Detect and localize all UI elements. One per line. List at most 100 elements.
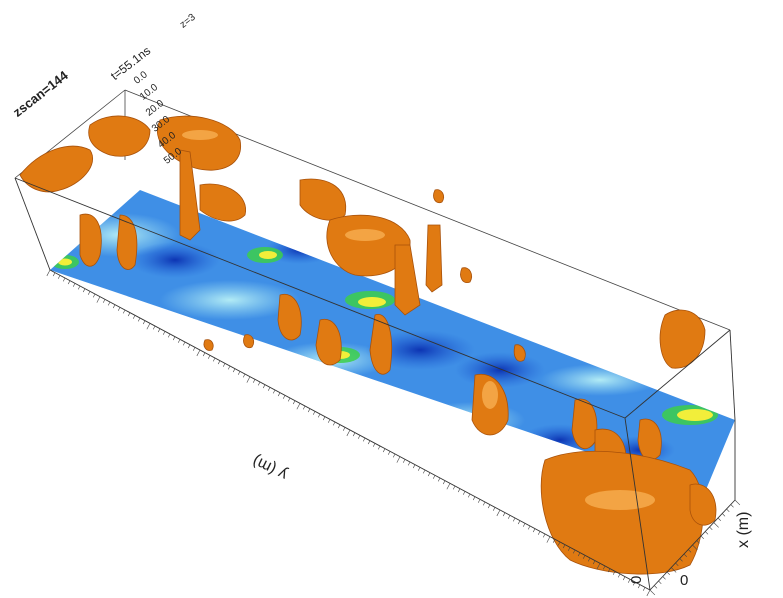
isosurface-blob (157, 115, 241, 171)
y-tick (437, 477, 441, 482)
isosurface-blob (203, 339, 214, 351)
y-tick (112, 304, 116, 309)
y-tick (187, 344, 191, 349)
x-tick (709, 526, 713, 531)
y-tick (387, 451, 391, 455)
y-tick (482, 501, 486, 506)
y-tick (442, 480, 446, 485)
y-tick (302, 405, 306, 410)
x-tick (700, 535, 705, 540)
slice-yellow-patch (358, 297, 386, 307)
y-tick (296, 403, 301, 410)
y-tick (452, 485, 456, 490)
slice-light-patch (160, 280, 300, 320)
y-tick (232, 368, 236, 373)
y-tick (322, 416, 326, 421)
y-tick (182, 341, 186, 346)
isosurface-blob (88, 115, 151, 157)
y-tick (242, 373, 246, 378)
x-zero-label: 0 (680, 572, 689, 589)
y-tick (502, 512, 506, 517)
y-tick (517, 520, 521, 525)
y-tick (346, 429, 351, 437)
y-tick (152, 325, 156, 330)
y-tick (582, 555, 586, 559)
x-tick (662, 576, 666, 580)
slice-yellow-patch (259, 251, 277, 259)
slice-light-patch (415, 402, 525, 438)
x-tick (654, 585, 658, 589)
y-tick (167, 333, 171, 338)
y-axis-ticks (46, 269, 651, 597)
isosurface-blob (179, 149, 201, 241)
y-tick (277, 392, 281, 397)
y-tick (102, 299, 106, 303)
y-tick (157, 328, 161, 333)
y-tick (402, 459, 406, 463)
y-tick (342, 427, 346, 431)
y-tick (422, 469, 426, 474)
y-tick (57, 275, 61, 279)
y-tick (607, 568, 611, 573)
y-tick (492, 507, 496, 511)
y-tick (207, 355, 211, 359)
y-tick (407, 461, 411, 466)
slice-green-patch (454, 449, 486, 461)
isosurface-blob (315, 318, 342, 366)
y-tick (312, 411, 316, 415)
y-tick (477, 499, 481, 503)
y-tick (92, 293, 96, 298)
y-tick (107, 301, 111, 306)
y-tick (196, 349, 201, 357)
x-axis-ticks (649, 499, 741, 596)
y-tick (552, 539, 556, 543)
y-tick (557, 541, 561, 546)
y-tick (646, 589, 651, 597)
y-tick (617, 573, 621, 578)
y-tick (446, 483, 451, 490)
slice-yellow-patch (58, 258, 72, 266)
slice-deep-patch (130, 242, 220, 278)
y-tick (222, 363, 226, 367)
x-axis-label: x (m) (735, 511, 752, 548)
isosurface-blob (19, 145, 93, 193)
y-tick (542, 533, 546, 538)
y-tick (292, 400, 296, 405)
y-tick (332, 421, 336, 426)
y-tick (382, 448, 386, 453)
y-tick (496, 509, 501, 517)
y-zero-label: 0 (628, 575, 645, 584)
y-tick (577, 552, 581, 557)
y-tick (602, 565, 606, 570)
y-tick (587, 557, 591, 562)
isosurface-blob (659, 309, 706, 369)
x-tick (649, 589, 656, 596)
y-tick (87, 291, 91, 295)
x-tick (734, 499, 741, 506)
y-tick (262, 384, 266, 389)
y-tick (562, 544, 566, 549)
y-tick (172, 336, 176, 341)
y-tick (472, 496, 476, 501)
x-tick (692, 544, 698, 551)
isosurface-blob (637, 418, 662, 461)
y-tick (457, 488, 461, 493)
y-tick (362, 437, 366, 442)
y-tick (467, 493, 471, 498)
isosurface-blob (460, 267, 472, 284)
y-tick (427, 472, 431, 477)
y-tick (162, 331, 166, 335)
slice-yellow-patch (677, 409, 713, 421)
y-tick (522, 523, 526, 527)
y-tick (377, 445, 381, 450)
y-tick (287, 397, 291, 402)
x-tick (717, 517, 722, 522)
isosurface-highlight (182, 130, 218, 140)
isosurface-blob (243, 334, 254, 349)
y-tick (592, 560, 596, 565)
isosurface-blob (513, 344, 526, 362)
y-tick (272, 389, 276, 394)
x-tick (713, 522, 719, 528)
y-tick (177, 339, 181, 343)
